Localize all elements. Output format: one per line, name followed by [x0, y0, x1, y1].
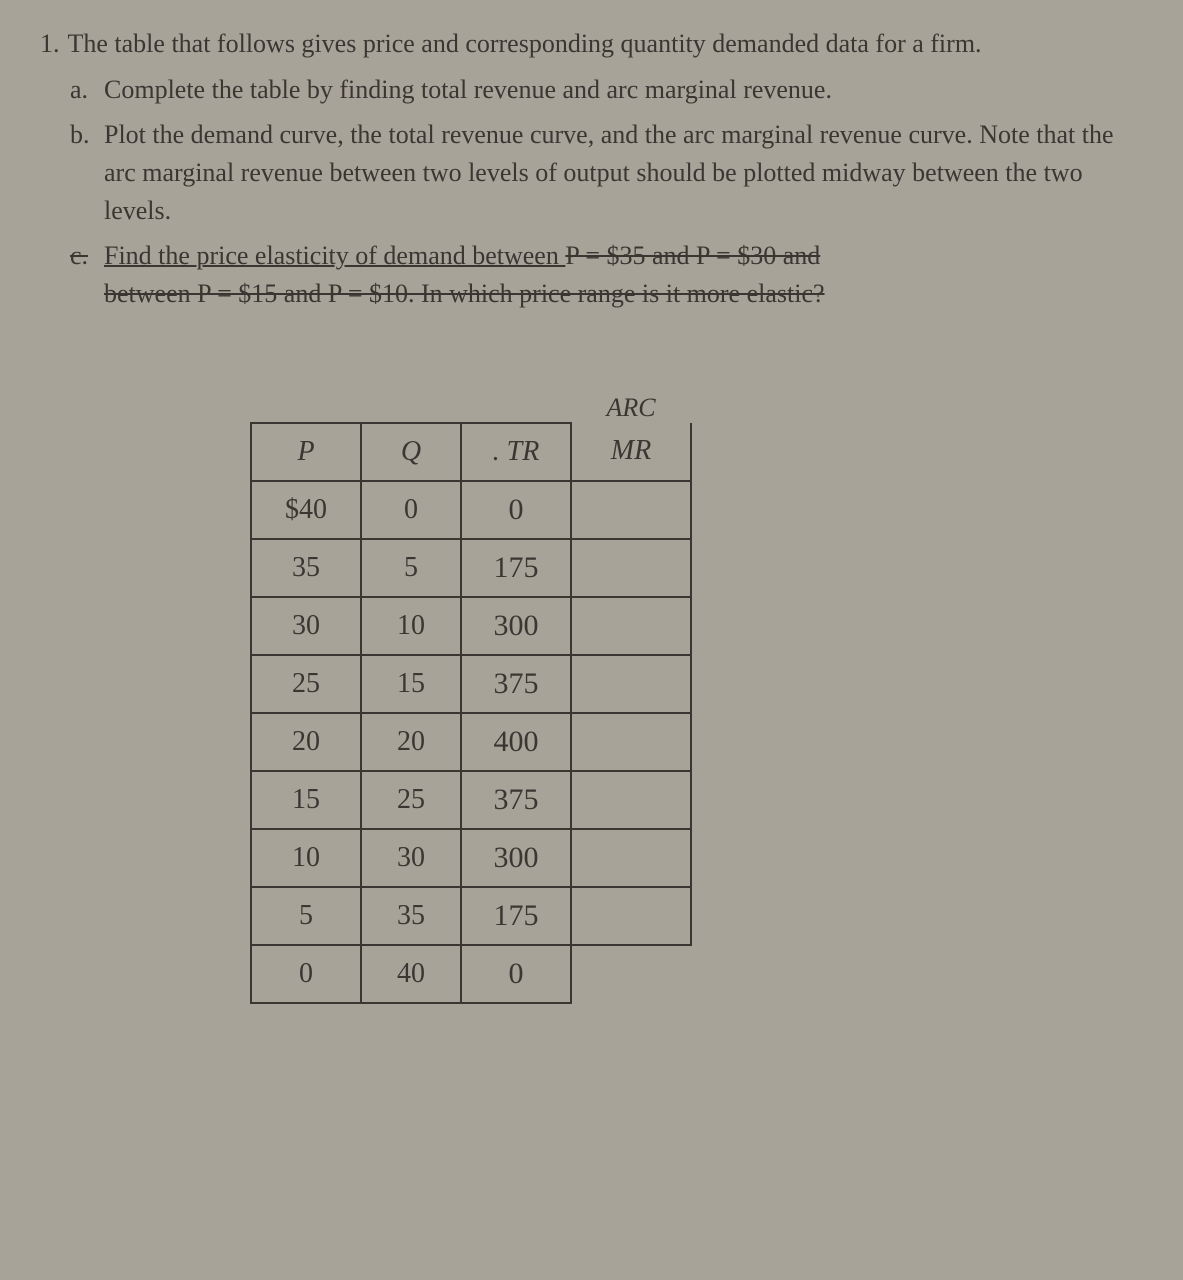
mr-cell: [571, 626, 691, 684]
q-cell: 0: [361, 481, 461, 539]
q-cell: 40: [361, 945, 461, 1003]
part-b-letter: b.: [70, 116, 94, 229]
tr-cell: 175: [461, 539, 571, 597]
mr-cell: [571, 742, 691, 800]
tr-cell: 375: [461, 655, 571, 713]
part-b: b. Plot the demand curve, the total reve…: [70, 116, 1143, 229]
p-cell: 15: [251, 771, 361, 829]
mr-cell: [571, 568, 691, 626]
tr-header: . TR: [461, 423, 571, 481]
empty-cell: [461, 383, 571, 423]
empty-cell: [251, 383, 361, 423]
q-cell: 10: [361, 597, 461, 655]
tr-cell: 0: [461, 481, 571, 539]
mr-cell: [571, 800, 691, 858]
part-a-text: Complete the table by finding total reve…: [104, 71, 832, 109]
p-cell: 35: [251, 539, 361, 597]
table-row: $40 0 0: [251, 481, 691, 539]
p-cell: $40: [251, 481, 361, 539]
p-cell: 20: [251, 713, 361, 771]
part-c-underlined: Find the price elasticity of demand betw…: [104, 241, 565, 270]
tr-cell: 175: [461, 887, 571, 945]
part-a-letter: a.: [70, 71, 94, 109]
mr-cell: [571, 858, 691, 916]
mr-header: MR: [571, 423, 691, 481]
question-intro: 1. The table that follows gives price an…: [40, 25, 1143, 63]
tr-cell: 400: [461, 713, 571, 771]
q-cell: 20: [361, 713, 461, 771]
tr-cell: 300: [461, 597, 571, 655]
p-cell: 0: [251, 945, 361, 1003]
data-table: ARC P Q . TR MR $40 0 0 35 5 175 30 10 3…: [250, 383, 692, 1004]
part-a: a. Complete the table by finding total r…: [70, 71, 1143, 109]
part-c-letter: c.: [70, 237, 94, 312]
p-cell: 5: [251, 887, 361, 945]
mr-cell: [571, 510, 691, 568]
mr-cell: [571, 974, 691, 1032]
q-cell: 15: [361, 655, 461, 713]
mr-cell: [571, 684, 691, 742]
p-cell: 30: [251, 597, 361, 655]
empty-cell: [361, 383, 461, 423]
part-c-strike1: P = $35 and P = $30 and: [565, 241, 820, 270]
q-cell: 30: [361, 829, 461, 887]
tr-cell: 375: [461, 771, 571, 829]
p-cell: 10: [251, 829, 361, 887]
q-cell: 35: [361, 887, 461, 945]
header-row-arc: ARC: [251, 383, 691, 423]
question-number: 1.: [40, 25, 60, 63]
arc-header: ARC: [571, 383, 691, 423]
part-c-text: Find the price elasticity of demand betw…: [104, 237, 825, 312]
question-intro-text: The table that follows gives price and c…: [68, 25, 982, 63]
part-c: c. Find the price elasticity of demand b…: [70, 237, 1143, 312]
p-cell: 25: [251, 655, 361, 713]
part-c-strike2: between P = $15 and P = $10. In which pr…: [104, 279, 825, 308]
header-row: P Q . TR MR: [251, 423, 691, 481]
part-b-text: Plot the demand curve, the total revenue…: [104, 116, 1143, 229]
mr-cell: [571, 916, 691, 974]
p-header: P: [251, 423, 361, 481]
tr-cell: 300: [461, 829, 571, 887]
data-table-wrap: ARC P Q . TR MR $40 0 0 35 5 175 30 10 3…: [250, 383, 1143, 1004]
q-cell: 5: [361, 539, 461, 597]
q-cell: 25: [361, 771, 461, 829]
tr-cell: 0: [461, 945, 571, 1003]
q-header: Q: [361, 423, 461, 481]
